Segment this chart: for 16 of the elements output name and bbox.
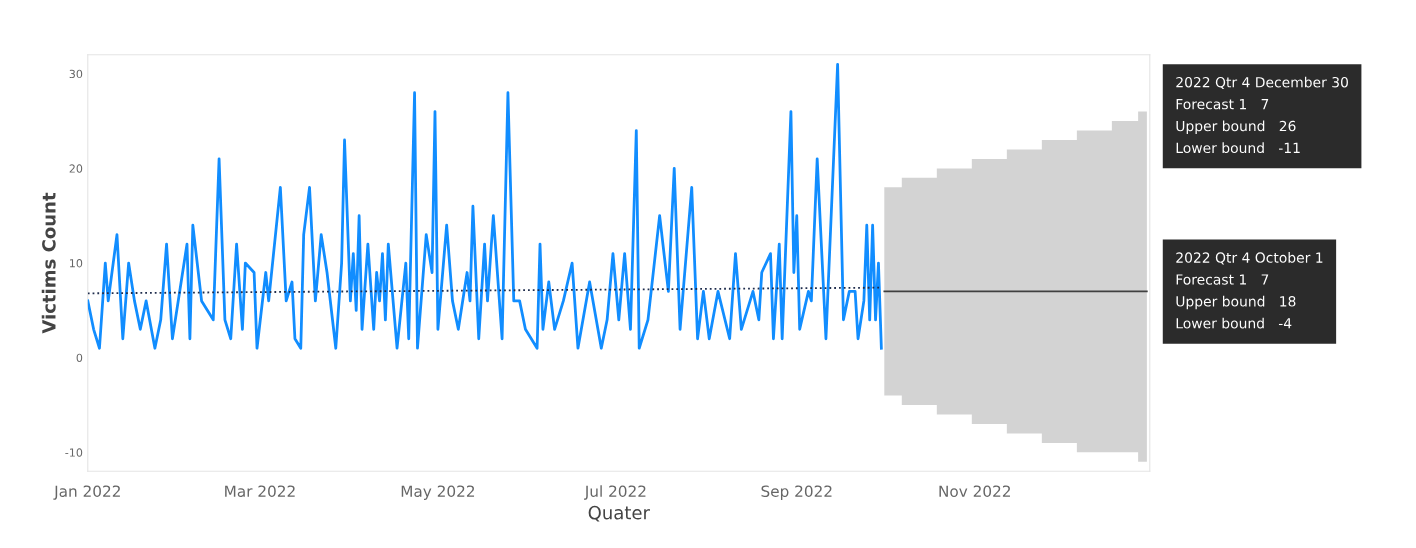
x-axis-title: Quater [588,505,650,522]
x-tick-label: Mar 2022 [225,485,295,497]
x-tick-label: Jan 2022 [53,485,120,500]
x-tick-label: Jul 2022 [584,485,646,500]
x-tick-label: Nov 2022 [939,485,1010,497]
x-tick-label: Sep 2022 [761,485,832,500]
y-axis-title: Victims Count [41,192,56,334]
text: 2022 Qtr 4 October 1 Forecast 1 7 Upper bound 18 Lower bound -4 [1176,252,1323,329]
y-tick-label: 20 [69,164,83,173]
y-tick-label: 30 [69,69,83,79]
y-tick-label: 10 [70,259,83,268]
y-tick-label: -10 [65,448,83,457]
x-tick-label: May 2022 [401,485,475,500]
y-tick-label: 0 [76,353,83,363]
text: 2022 Qtr 4 December 30 Forecast 1 7 Upper bound 26 Lower bound -11 [1176,76,1348,154]
line-series [87,62,883,350]
